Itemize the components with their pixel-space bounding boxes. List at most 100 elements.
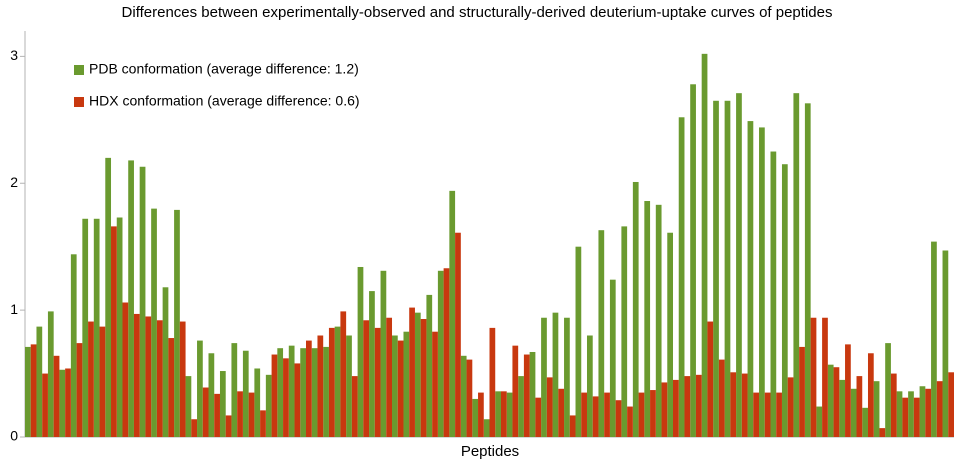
bar — [483, 419, 490, 437]
bar — [948, 372, 954, 437]
bar — [472, 398, 479, 437]
bar — [311, 348, 318, 437]
bar — [242, 350, 249, 437]
bar — [449, 190, 456, 437]
bar — [414, 312, 421, 437]
chart-title: Differences between experimentally-obser… — [122, 4, 833, 21]
bar — [151, 208, 157, 437]
bar — [730, 372, 737, 437]
bar — [713, 100, 719, 437]
bar — [363, 320, 370, 437]
bar — [380, 270, 387, 437]
bar — [615, 400, 622, 437]
bar — [867, 353, 874, 437]
bar — [529, 351, 536, 437]
bar — [460, 355, 467, 437]
bar — [30, 344, 37, 437]
bar — [305, 340, 312, 437]
bar — [403, 331, 410, 437]
bar — [512, 345, 519, 437]
bar — [741, 373, 748, 437]
bar — [759, 127, 765, 438]
bar — [208, 353, 215, 437]
bar — [827, 364, 834, 437]
bar — [437, 270, 444, 437]
bar — [265, 374, 272, 437]
bar — [856, 376, 863, 437]
bar — [88, 321, 94, 437]
bar — [294, 363, 301, 437]
bar — [781, 164, 788, 437]
bar — [787, 377, 794, 437]
bar — [455, 232, 461, 437]
bar — [793, 93, 800, 437]
bar — [351, 376, 358, 437]
bar — [736, 93, 742, 437]
bar — [237, 391, 243, 437]
bar — [283, 358, 289, 437]
bar — [535, 397, 542, 437]
y-tick-label: 0 — [10, 428, 18, 444]
bar — [936, 381, 943, 437]
bar — [546, 377, 553, 437]
bar — [277, 348, 284, 437]
bar — [443, 268, 450, 437]
bar — [105, 157, 112, 437]
bar — [913, 397, 920, 437]
bar — [139, 166, 146, 437]
bar — [174, 209, 180, 437]
legend-label: PDB conformation (average difference: 1.… — [89, 61, 359, 77]
bar — [500, 391, 507, 437]
bar — [724, 100, 731, 437]
bar — [369, 291, 375, 437]
bar — [839, 379, 846, 437]
legend-swatch — [74, 97, 84, 107]
bar — [145, 316, 152, 437]
bar — [47, 311, 54, 437]
bar — [609, 279, 616, 437]
bar — [644, 201, 651, 437]
bar — [627, 406, 633, 437]
bar — [53, 355, 60, 437]
bar — [695, 374, 702, 437]
bar — [248, 392, 255, 437]
bar — [890, 373, 897, 437]
bar — [76, 343, 83, 437]
bar — [885, 343, 891, 437]
bar — [753, 392, 760, 437]
bar — [328, 327, 335, 437]
bar — [667, 232, 674, 437]
bar — [323, 346, 329, 437]
bar — [638, 392, 645, 437]
bar — [36, 326, 43, 437]
y-tick-label: 3 — [10, 47, 18, 63]
bar — [661, 382, 668, 437]
bar — [575, 246, 582, 437]
bar — [133, 313, 140, 437]
bar — [466, 359, 473, 437]
bar — [426, 294, 433, 437]
bar — [833, 367, 840, 437]
bar — [214, 393, 220, 437]
bar — [518, 376, 524, 437]
bar — [489, 327, 496, 437]
bar — [168, 338, 175, 437]
bar — [896, 391, 903, 437]
bar — [340, 311, 347, 437]
bar — [185, 376, 192, 437]
bar — [179, 321, 186, 437]
bar — [564, 317, 570, 437]
bar — [191, 419, 198, 437]
bar — [346, 335, 352, 437]
bar — [747, 121, 754, 438]
bar — [70, 254, 77, 437]
bar — [392, 335, 398, 437]
bar — [581, 392, 587, 437]
bar — [42, 373, 48, 437]
bar — [334, 326, 341, 437]
bar — [523, 354, 530, 437]
legend-swatch — [74, 65, 84, 75]
bar — [202, 387, 209, 437]
y-tick-label: 2 — [10, 174, 18, 190]
